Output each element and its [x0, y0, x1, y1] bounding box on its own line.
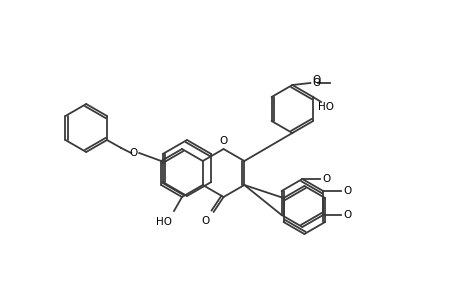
- Text: HO: HO: [318, 102, 333, 112]
- Text: O: O: [312, 75, 320, 85]
- Text: O: O: [129, 148, 137, 158]
- Text: O: O: [201, 216, 209, 226]
- Text: O: O: [322, 174, 330, 184]
- Text: HO: HO: [156, 217, 172, 227]
- Text: O: O: [219, 136, 227, 146]
- Text: O: O: [312, 78, 320, 88]
- Text: O: O: [342, 210, 351, 220]
- Text: O: O: [342, 186, 351, 196]
